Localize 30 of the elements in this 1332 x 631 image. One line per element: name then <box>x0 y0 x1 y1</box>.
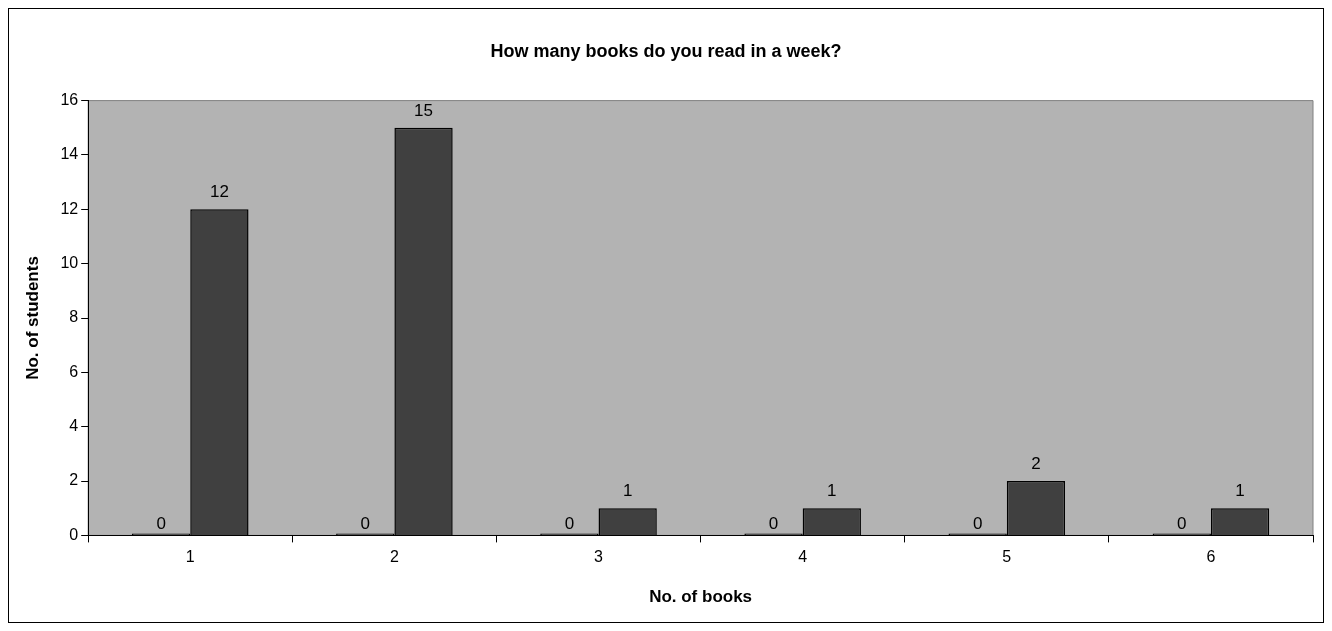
x-tick-label: 5 <box>1002 548 1012 566</box>
data-label: 1 <box>622 481 633 501</box>
data-label: 12 <box>209 182 229 202</box>
y-tick-label: 16 <box>60 91 79 109</box>
x-tick-label: 6 <box>1206 548 1216 566</box>
y-tick-label: 2 <box>69 471 79 489</box>
data-label: 15 <box>414 100 433 120</box>
data-label: 0 <box>768 513 779 533</box>
y-tick-label: 10 <box>60 254 79 272</box>
data-label: 0 <box>564 513 575 533</box>
data-label: 1 <box>1235 481 1245 501</box>
data-label: 1 <box>827 481 837 501</box>
y-axis-title: No. of students <box>22 256 42 380</box>
x-tick-label: 1 <box>185 548 195 566</box>
data-label: 2 <box>1031 454 1041 474</box>
y-tick-label: 8 <box>69 308 79 326</box>
x-tick-label: 4 <box>798 548 808 566</box>
data-label: 0 <box>972 513 983 533</box>
y-tick-label: 14 <box>60 145 79 163</box>
y-tick-label: 4 <box>69 417 79 435</box>
y-tick-label: 0 <box>69 525 79 543</box>
y-tick-label: 6 <box>69 362 79 380</box>
data-label: 0 <box>1177 513 1187 533</box>
x-tick-label: 2 <box>389 548 399 566</box>
x-axis-title: No. of books <box>649 587 753 607</box>
y-tick-label: 12 <box>60 199 79 217</box>
chart-title: How many books do you read in a week? <box>490 40 842 61</box>
data-label: 0 <box>156 513 166 533</box>
x-tick-label: 3 <box>594 548 604 566</box>
data-label: 0 <box>360 513 370 533</box>
